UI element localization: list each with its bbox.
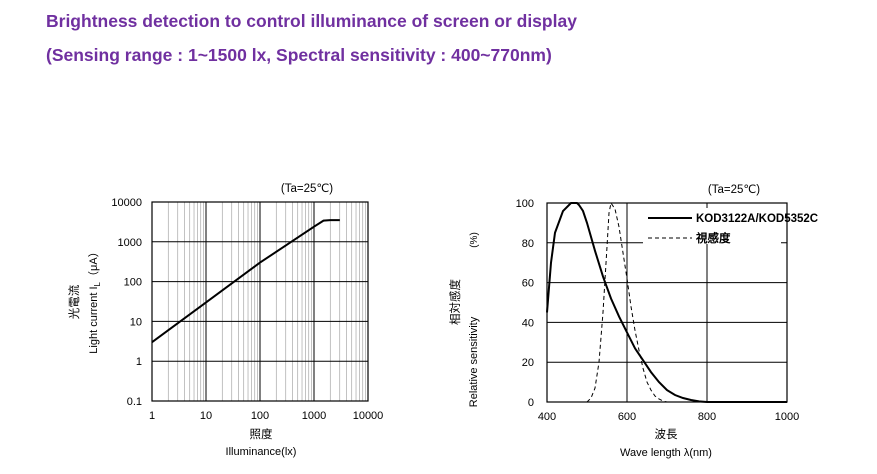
c2-series-line-1	[586, 201, 668, 403]
c2-y-tick-label: 100	[516, 198, 534, 210]
c1-major-grid	[152, 202, 368, 401]
c1-x-tick-label: 10	[200, 410, 212, 422]
c2-xlabel: Wave length λ(nm)	[620, 447, 712, 459]
c1-ylabel-sub: L	[93, 281, 102, 286]
c1-y-tick-label: 10000	[111, 197, 142, 209]
c2-x-tick-labels: 400 600 800 1000	[538, 411, 799, 423]
c2-y-tick-label: 20	[522, 357, 534, 369]
c1-x-tick-label: 1	[149, 410, 155, 422]
c2-ylabel: Relative sensitivity	[468, 316, 480, 407]
c1-y-tick-label: 100	[124, 277, 142, 289]
c1-xlabel: Illuminance(lx)	[226, 446, 297, 458]
c2-x-tick-label: 800	[698, 411, 716, 423]
illuminance-chart: 0.1 1 10 100 1000 10000 1 10 100 1000 10000 (Ta=2…	[67, 183, 383, 458]
c2-ylabel-unit: (%)	[469, 232, 480, 248]
c1-y-tick-label: 0.1	[127, 396, 142, 408]
c1-y-tick-label: 1	[136, 356, 142, 368]
c1-minor-grid	[167, 202, 366, 401]
c2-x-tick-label: 1000	[775, 411, 799, 423]
c2-ylabel-jp: 相対感度	[448, 279, 462, 325]
c2-legend-label-1: 視感度	[695, 231, 731, 245]
c1-x-tick-label: 10000	[353, 410, 384, 422]
c1-x-tick-label: 1000	[302, 410, 326, 422]
c1-annotation: (Ta=25℃)	[281, 183, 333, 195]
c2-y-tick-labels: 0 20 40 60 80 100	[516, 198, 534, 409]
c1-x-tick-label: 100	[251, 410, 269, 422]
c2-series-group	[546, 201, 787, 403]
c1-series-line	[151, 219, 340, 344]
c2-annotation: (Ta=25℃)	[708, 184, 760, 196]
c1-ylabel-jp: 光電流	[67, 284, 81, 319]
c1-x-tick-labels: 1 10 100 1000 10000	[149, 410, 383, 422]
c1-y-tick-label: 1000	[118, 237, 142, 249]
c1-y-tick-label: 10	[130, 316, 142, 328]
c1-plot-frame	[151, 201, 369, 402]
c1-ylabel: Light current IL（μA）	[87, 246, 102, 353]
spectral-chart: 0 20 40 60 80 100 400 600 800 1000 (Ta=25℃) KOD3…	[448, 184, 818, 459]
page-title: Brightness detection to control illumina…	[46, 11, 577, 31]
c2-y-tick-label: 60	[522, 278, 534, 290]
c2-legend-label-0: KOD3122A/KOD5352C	[696, 213, 818, 225]
c2-series-line-0	[546, 202, 787, 403]
c1-xlabel-jp: 照度	[250, 427, 273, 441]
c1-y-tick-labels: 0.1 1 10 100 1000 10000	[111, 197, 142, 408]
c1-series-group	[151, 219, 340, 344]
c2-y-tick-label: 40	[522, 317, 534, 329]
page-subtitle: (Sensing range : 1~1500 lx, Spectral sen…	[46, 45, 552, 65]
c2-x-tick-label: 600	[618, 411, 636, 423]
c1-ylabel-unit: （μA）	[87, 246, 100, 282]
c2-x-tick-label: 400	[538, 411, 556, 423]
c2-y-tick-label: 80	[522, 238, 534, 250]
c1-ylabel-main: Light current I	[88, 286, 100, 353]
c2-xlabel-jp: 波長	[655, 428, 678, 441]
c2-y-tick-label: 0	[528, 397, 534, 409]
